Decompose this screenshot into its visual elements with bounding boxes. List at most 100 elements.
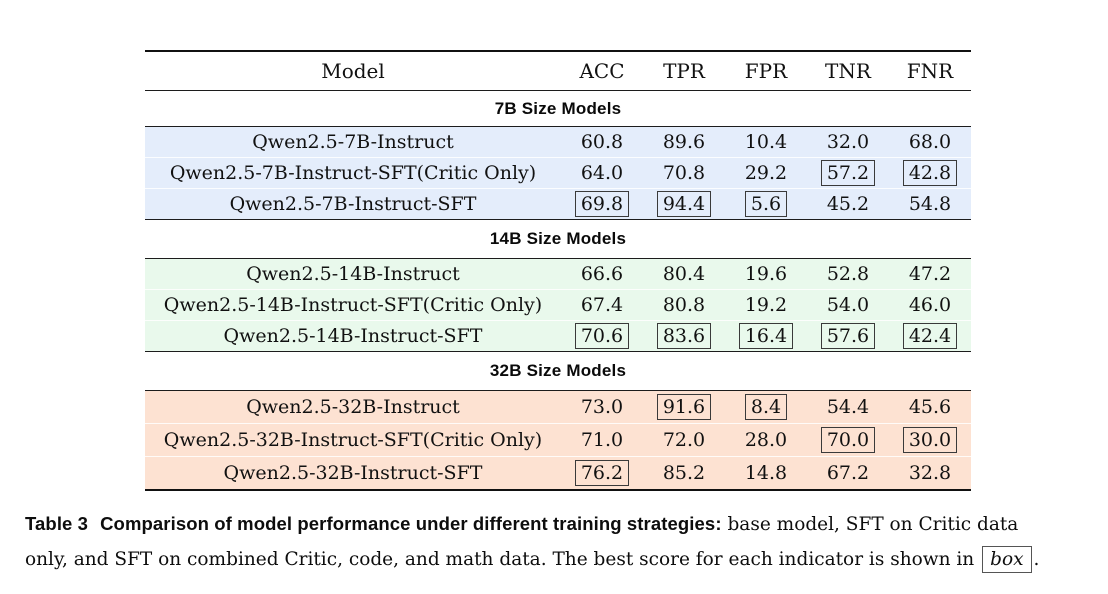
best-score-box: 70.6: [574, 323, 630, 349]
value-cell: 66.6: [580, 263, 624, 285]
value-cell: 14.8: [744, 462, 788, 484]
best-score-box: 70.0: [820, 427, 876, 453]
table-row: Qwen2.5-32B-Instruct-SFT 76.2 85.2 14.8 67.2…: [145, 456, 971, 489]
section-bottom-rule-7b-size-models: [145, 219, 971, 220]
value-cell: 85.2: [662, 462, 706, 484]
value-cell: 64.0: [580, 162, 624, 184]
value-cell: 69.8: [561, 191, 643, 217]
best-score-box: 42.4: [902, 323, 958, 349]
column-header-fnr: FNR: [906, 59, 954, 83]
best-score-box: 5.6: [744, 191, 788, 217]
model-name-cell: Qwen2.5-7B-Instruct: [252, 131, 454, 153]
column-header-tpr: TPR: [663, 59, 705, 83]
value-cell: 19.6: [744, 263, 788, 285]
value-cell: 30.0: [889, 427, 971, 453]
value-cell: 42.4: [889, 323, 971, 349]
column-header-acc: ACC: [579, 59, 625, 83]
value-cell: 54.0: [826, 294, 870, 316]
table-header-row: Model ACC TPR FPR TNR FNR: [145, 52, 971, 90]
table-row: Qwen2.5-7B-Instruct-SFT 69.8 94.4 5.6 45.2 54…: [145, 188, 971, 219]
model-name-cell: Qwen2.5-32B-Instruct-SFT(Critic Only): [163, 429, 543, 451]
value-cell: 80.8: [662, 294, 706, 316]
column-header-tnr: TNR: [825, 59, 871, 83]
caption-box-word: box: [982, 546, 1032, 573]
section-block-14b-size-models: Qwen2.5-14B-Instruct 66.6 80.4 19.6 52.8 47.2…: [145, 259, 971, 351]
value-cell: 10.4: [744, 131, 788, 153]
model-name-cell: Qwen2.5-14B-Instruct-SFT: [223, 325, 483, 347]
value-cell: 71.0: [580, 429, 624, 451]
best-score-box: 76.2: [574, 460, 630, 486]
caption-text-line2: only, and SFT on combined Critic, code, …: [25, 549, 981, 570]
caption-label: Table 3: [25, 513, 89, 534]
model-name-cell: Qwen2.5-14B-Instruct-SFT(Critic Only): [163, 294, 543, 316]
value-cell: 70.8: [662, 162, 706, 184]
value-cell: 76.2: [561, 460, 643, 486]
table-row: Qwen2.5-32B-Instruct 73.0 91.6 8.4 54.4 45.6: [145, 391, 971, 423]
best-score-box: 16.4: [738, 323, 794, 349]
model-name-cell: Qwen2.5-32B-Instruct-SFT: [223, 462, 483, 484]
caption-line-1: Table 3 Comparison of model performance u…: [25, 506, 1091, 542]
results-table: Model ACC TPR FPR TNR FNR 7B Size Models…: [145, 50, 971, 491]
best-score-box: 94.4: [656, 191, 712, 217]
value-cell: 45.2: [826, 193, 870, 215]
value-cell: 68.0: [908, 131, 952, 153]
value-cell: 8.4: [725, 394, 807, 420]
value-cell: 94.4: [643, 191, 725, 217]
value-cell: 16.4: [725, 323, 807, 349]
value-cell: 54.8: [908, 193, 952, 215]
section-title-7b-size-models: 7B Size Models: [494, 98, 622, 118]
table-top-rule: [145, 50, 971, 52]
model-name-cell: Qwen2.5-32B-Instruct: [246, 396, 460, 418]
section-bottom-rule-14b-size-models: [145, 351, 971, 352]
section-bottom-rule-32b-size-models: [145, 489, 971, 491]
column-header-model: Model: [321, 59, 385, 83]
value-cell: 42.8: [889, 160, 971, 186]
best-score-box: 57.6: [820, 323, 876, 349]
section-block-32b-size-models: Qwen2.5-32B-Instruct 73.0 91.6 8.4 54.4 45.6 Q…: [145, 391, 971, 489]
value-cell: 57.2: [807, 160, 889, 186]
value-cell: 32.8: [908, 462, 952, 484]
table-row: Qwen2.5-14B-Instruct-SFT(Critic Only) 67.…: [145, 289, 971, 320]
header-bottom-rule: [145, 90, 971, 91]
value-cell: 83.6: [643, 323, 725, 349]
section-block-7b-size-models: Qwen2.5-7B-Instruct 60.8 89.6 10.4 32.0 68.0 Q…: [145, 127, 971, 219]
caption-text-line1: base model, SFT on Critic data: [721, 514, 1019, 535]
value-cell: 70.0: [807, 427, 889, 453]
best-score-box: 83.6: [656, 323, 712, 349]
section-title-14b-size-models: 14B Size Models: [489, 229, 627, 248]
section-top-rule-14b-size-models: [145, 258, 971, 259]
column-header-fpr: FPR: [744, 59, 788, 83]
value-cell: 72.0: [662, 429, 706, 451]
table-row: Qwen2.5-7B-Instruct 60.8 89.6 10.4 32.0 68.0: [145, 127, 971, 157]
value-cell: 80.4: [662, 263, 706, 285]
best-score-box: 69.8: [574, 191, 630, 217]
value-cell: 70.6: [561, 323, 643, 349]
value-cell: 47.2: [908, 263, 952, 285]
table-sections: 7B Size Models Qwen2.5-7B-Instruct 60.8 89.…: [145, 91, 971, 491]
best-score-box: 57.2: [820, 160, 876, 186]
table-row: Qwen2.5-14B-Instruct 66.6 80.4 19.6 52.8 47.2: [145, 259, 971, 289]
value-cell: 60.8: [580, 131, 624, 153]
value-cell: 46.0: [908, 294, 952, 316]
value-cell: 67.4: [580, 294, 624, 316]
section-top-rule-32b-size-models: [145, 390, 971, 391]
value-cell: 32.0: [826, 131, 870, 153]
caption-title: Comparison of model performance under di…: [100, 513, 722, 534]
section-title-32b-size-models: 32B Size Models: [489, 361, 627, 380]
model-name-cell: Qwen2.5-7B-Instruct-SFT(Critic Only): [169, 162, 537, 184]
table-row: Qwen2.5-14B-Instruct-SFT 70.6 83.6 16.4 57.6…: [145, 320, 971, 351]
best-score-box: 8.4: [744, 394, 788, 420]
value-cell: 91.6: [643, 394, 725, 420]
value-cell: 5.6: [725, 191, 807, 217]
model-name-cell: Qwen2.5-14B-Instruct: [246, 263, 460, 285]
value-cell: 67.2: [826, 462, 870, 484]
value-cell: 19.2: [744, 294, 788, 316]
best-score-box: 30.0: [902, 427, 958, 453]
value-cell: 57.6: [807, 323, 889, 349]
table-row: Qwen2.5-7B-Instruct-SFT(Critic Only) 64.0…: [145, 157, 971, 188]
caption-text-after-box: .: [1033, 549, 1040, 570]
value-cell: 52.8: [826, 263, 870, 285]
value-cell: 89.6: [662, 131, 706, 153]
caption-line-2: only, and SFT on combined Critic, code, …: [25, 542, 1091, 577]
